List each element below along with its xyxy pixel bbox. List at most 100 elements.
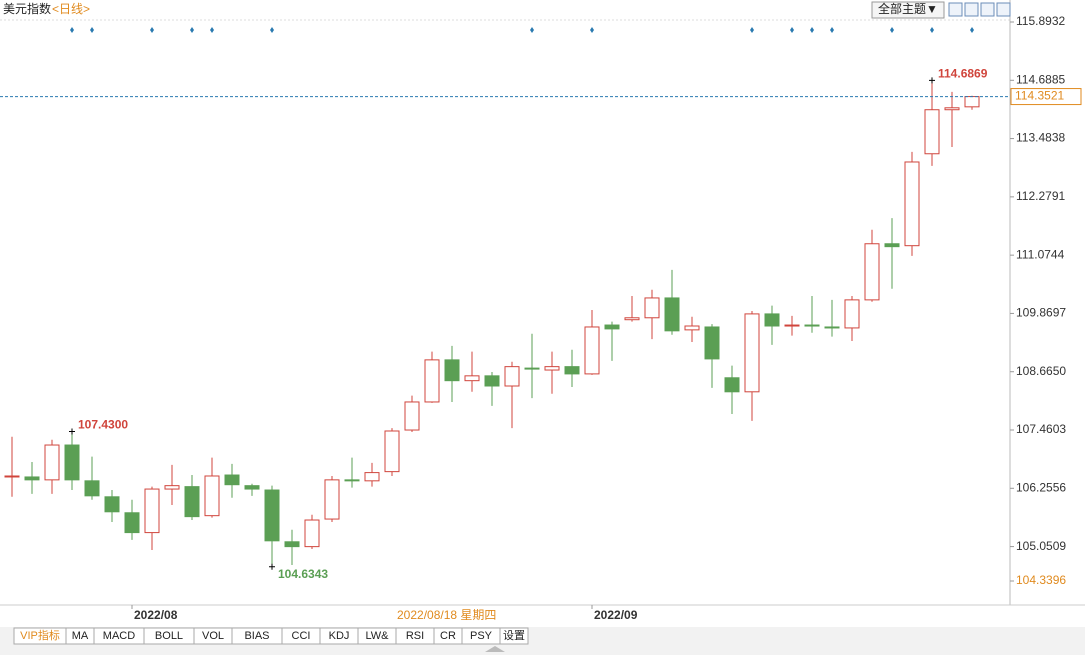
- tab-label[interactable]: CCI: [292, 630, 311, 642]
- event-marker[interactable]: [210, 27, 214, 33]
- candle-body: [584, 326, 600, 375]
- candle-body: [204, 475, 220, 517]
- candle-body: [484, 375, 500, 387]
- candle-body: [764, 313, 780, 327]
- candle-body: [624, 317, 640, 321]
- candle-body: [564, 366, 580, 375]
- candle-body: [164, 485, 180, 490]
- candle-body: [184, 486, 200, 518]
- y-tick-label: 114.6885: [1016, 72, 1065, 86]
- candle-body: [244, 485, 260, 490]
- candle-body: [364, 472, 380, 482]
- current-price-box: [1010, 88, 1082, 106]
- event-marker[interactable]: [90, 27, 94, 33]
- annotation-marker: [69, 428, 75, 435]
- tab-label[interactable]: BIAS: [244, 630, 269, 642]
- candle-body: [104, 496, 120, 513]
- event-marker[interactable]: [790, 27, 794, 33]
- candle-body: [44, 444, 60, 481]
- candle-body: [744, 313, 760, 393]
- collapse-arrow[interactable]: [485, 646, 505, 652]
- chart-subtitle: <日线>: [52, 2, 90, 16]
- candle-body: [684, 325, 700, 331]
- candle-body: [124, 512, 140, 534]
- candle-body: [884, 243, 900, 248]
- crosshair-label: 2022/08/18 星期四: [397, 608, 496, 622]
- tab-label[interactable]: MA: [72, 630, 89, 642]
- event-marker[interactable]: [930, 27, 934, 33]
- candle-body: [944, 107, 960, 111]
- tab-label[interactable]: LW&: [365, 630, 389, 642]
- event-marker[interactable]: [810, 27, 814, 33]
- y-tick-label: 113.4838: [1016, 131, 1065, 145]
- y-tick-label: 111.0744: [1016, 247, 1065, 261]
- y-tick-label: 109.8697: [1016, 306, 1066, 320]
- icon[interactable]: [980, 2, 995, 17]
- event-marker[interactable]: [530, 27, 534, 33]
- event-marker[interactable]: [830, 27, 834, 33]
- x-tick-label: 2022/09: [594, 608, 638, 622]
- theme-button[interactable]: [871, 1, 945, 19]
- tab-label[interactable]: RSI: [406, 630, 424, 642]
- tab-label[interactable]: BOLL: [155, 630, 183, 642]
- event-marker[interactable]: [750, 27, 754, 33]
- y-tick-label: 104.3396: [1016, 573, 1066, 587]
- candle-body: [24, 476, 40, 481]
- candle-body: [544, 366, 560, 371]
- candle-body: [724, 377, 740, 393]
- event-marker[interactable]: [270, 27, 274, 33]
- tab-label[interactable]: VIP指标: [20, 628, 60, 642]
- candle-body: [404, 401, 420, 431]
- candle-body: [324, 479, 340, 520]
- candle-body: [504, 366, 520, 387]
- candle-body: [4, 475, 20, 478]
- candle-body: [784, 324, 800, 327]
- tab-label[interactable]: 设置: [503, 629, 525, 642]
- tab-label[interactable]: VOL: [202, 630, 224, 642]
- y-tick-label: 112.2791: [1016, 189, 1065, 203]
- annotation-marker: [269, 563, 275, 570]
- x-tick-label: 2022/08: [134, 608, 178, 622]
- annotation-label: 104.6343: [278, 567, 328, 581]
- tab[interactable]: [499, 627, 529, 645]
- candle-body: [224, 474, 240, 486]
- candle-body: [664, 297, 680, 332]
- candle-body: [524, 367, 540, 370]
- current-price-label: 114.3521: [1015, 89, 1064, 103]
- icon[interactable]: [948, 2, 963, 17]
- candle-body: [284, 541, 300, 548]
- chart-title: 美元指数: [3, 1, 51, 16]
- tab-label[interactable]: MACD: [103, 630, 135, 642]
- candle-body: [644, 297, 660, 319]
- tab-label[interactable]: PSY: [470, 630, 493, 642]
- candle-body: [704, 326, 720, 360]
- candle-body: [84, 480, 100, 497]
- candle-body: [904, 161, 920, 247]
- event-marker[interactable]: [890, 27, 894, 33]
- candle-body: [824, 326, 840, 329]
- event-marker[interactable]: [190, 27, 194, 33]
- icon[interactable]: [996, 2, 1011, 17]
- toolbar-icons: [948, 2, 1011, 17]
- candle-body: [604, 324, 620, 330]
- tab-label[interactable]: KDJ: [329, 630, 350, 642]
- y-tick-label: 108.6650: [1016, 364, 1066, 378]
- candle-body: [384, 430, 400, 473]
- annotation-marker: [929, 77, 935, 84]
- y-tick-label: 115.8932: [1016, 14, 1065, 28]
- icon[interactable]: [964, 2, 979, 17]
- tab-label[interactable]: CR: [440, 630, 456, 642]
- event-marker[interactable]: [590, 27, 594, 33]
- candle-body: [924, 109, 940, 155]
- candle-body: [964, 96, 980, 108]
- event-marker[interactable]: [70, 27, 74, 33]
- candle-body: [864, 243, 880, 301]
- event-marker[interactable]: [150, 27, 154, 33]
- theme-button-label[interactable]: 全部主题▼: [878, 1, 938, 16]
- candle-body: [64, 444, 80, 481]
- candle-body: [424, 359, 440, 403]
- y-tick-label: 105.0509: [1016, 539, 1066, 553]
- candle-body: [264, 489, 280, 542]
- event-marker[interactable]: [970, 27, 974, 33]
